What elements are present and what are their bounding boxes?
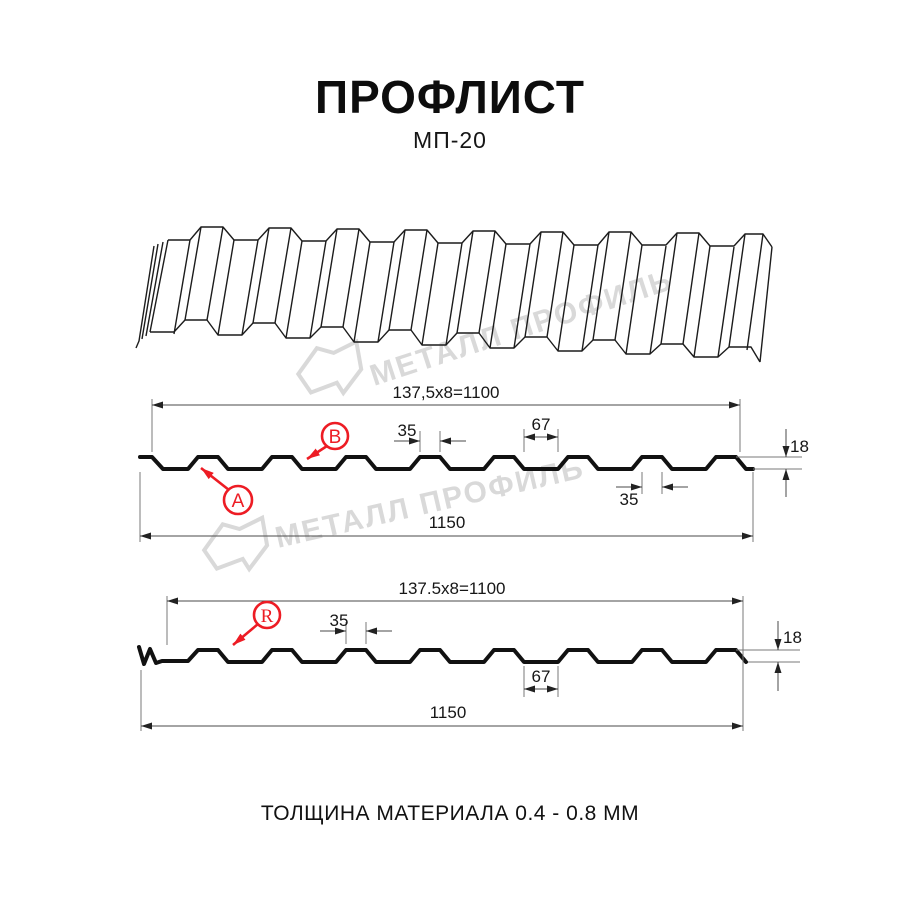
watermark-upper: МЕТАЛЛ ПРОФИЛЬ — [295, 264, 677, 397]
profile-outline — [137, 645, 748, 666]
marker-r-circle — [252, 600, 282, 630]
sheet-3d-view — [135, 226, 773, 363]
dim-rib-bottom: 35 — [620, 490, 639, 509]
marker-a-circle — [222, 484, 254, 516]
marker-b-circle — [320, 421, 350, 451]
cross-section-side-r: 137.5x8=1100 35 67 18 1150 R — [137, 579, 802, 731]
dim-height: 18 — [783, 628, 802, 647]
dim-rib-top: 35 — [330, 611, 349, 630]
marker-r-label: R — [261, 606, 274, 627]
cross-section-side-ab: 137,5x8=1100 35 67 18 35 1150 A B — [138, 383, 809, 542]
dim-height: 18 — [790, 437, 809, 456]
brand-logo-watermark-icon — [295, 338, 364, 397]
marker-a-label: A — [232, 491, 245, 512]
dim-rib-top: 35 — [398, 421, 417, 440]
page-title: ПРОФЛИСТ — [315, 71, 585, 123]
dim-pitch: 137,5x8=1100 — [393, 383, 500, 402]
dim-valley: 67 — [532, 415, 551, 434]
dim-pitch: 137.5x8=1100 — [399, 579, 506, 598]
material-thickness-note: ТОЛЩИНА МАТЕРИАЛА 0.4 - 0.8 ММ — [260, 802, 640, 825]
marker-b-label: B — [329, 427, 342, 448]
dim-overall-width: 1150 — [430, 703, 467, 722]
dim-valley: 67 — [532, 667, 551, 686]
brand-logo-watermark-icon — [201, 514, 270, 573]
product-model: МП-20 — [413, 127, 487, 153]
profile-outline — [138, 455, 755, 471]
dim-overall-width: 1150 — [429, 513, 466, 532]
